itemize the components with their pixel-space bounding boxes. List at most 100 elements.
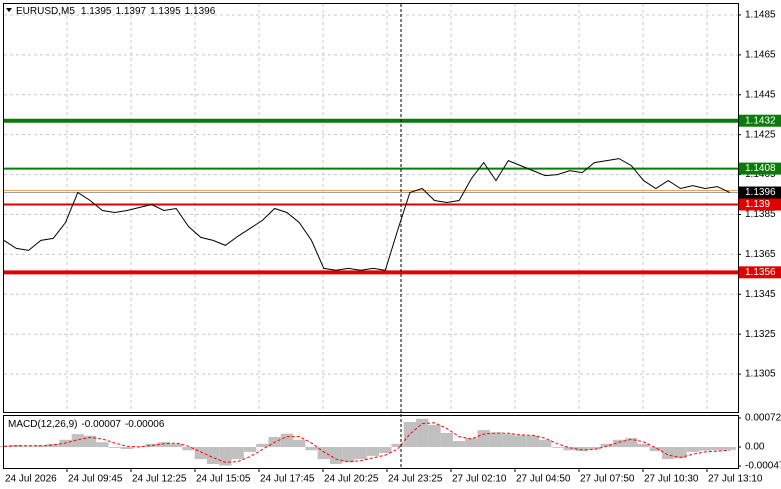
macd-bar <box>108 447 121 448</box>
macd-bar <box>575 447 589 452</box>
macd-value: -0.00007 <box>81 419 121 430</box>
ohlc-high: 1.1397 <box>116 6 147 17</box>
macd-bar <box>452 440 466 448</box>
x-tick-label: 24 Jul 09:45 <box>68 474 123 485</box>
y-tick-label: 1.1405 <box>745 169 776 180</box>
level-label: 1.1408 <box>745 163 776 174</box>
y-tick-label: 1.1385 <box>745 209 776 220</box>
macd-bar <box>243 447 257 452</box>
macd-bar <box>600 443 613 448</box>
macd-bar <box>698 447 712 451</box>
menu-triangle <box>6 8 12 12</box>
ohlc-close: 1.1396 <box>185 6 216 17</box>
macd-bar <box>47 443 60 448</box>
x-tick-label: 24 Jul 23:25 <box>388 474 443 485</box>
x-tick-label: 27 Jul 13:10 <box>708 474 763 485</box>
macd-bar <box>612 439 626 448</box>
x-tick-label: 24 Jul 20:25 <box>324 474 379 485</box>
y-tick-label: 1.1365 <box>745 249 776 260</box>
macd-bar <box>329 447 343 464</box>
macd-bar <box>145 443 158 448</box>
macd-bar <box>366 447 380 456</box>
macd-bar <box>22 446 35 448</box>
macd-bar <box>662 447 675 460</box>
macd-bar <box>526 435 540 448</box>
macd-y-tick-label: 0.00072 <box>745 413 781 424</box>
macd-bar <box>71 434 84 448</box>
macd-bar <box>219 447 232 466</box>
macd-bar <box>342 447 355 463</box>
macd-bar <box>379 447 392 454</box>
macd-bar <box>170 443 183 448</box>
x-tick-label: 27 Jul 02:10 <box>452 474 507 485</box>
x-tick-label: 24 Jul 15:05 <box>196 474 251 485</box>
x-tick-label: 27 Jul 07:50 <box>580 474 635 485</box>
macd-bar <box>477 430 490 448</box>
macd-bar <box>206 447 220 464</box>
macd-bar <box>354 447 367 460</box>
level-label-box <box>739 162 781 175</box>
ohlc-low: 1.1395 <box>150 6 181 17</box>
macd-bar <box>711 447 724 451</box>
bid-label-box <box>739 186 781 199</box>
price-line <box>3 158 730 271</box>
macd-frame <box>3 415 739 469</box>
macd-bar <box>539 439 552 448</box>
macd-bar <box>428 424 441 448</box>
macd-bar <box>649 447 663 452</box>
macd-bar <box>674 447 687 459</box>
ohlc-open: 1.1395 <box>81 6 112 17</box>
macd-bar <box>182 447 195 451</box>
macd-bar <box>588 447 601 450</box>
macd-header: MACD(12,26,9) -0.00007 -0.00006 <box>8 419 165 430</box>
macd-y-tick-label: 0.00 <box>745 442 765 453</box>
main-frame <box>3 3 739 413</box>
macd-bar <box>514 435 527 448</box>
macd-bar <box>305 447 318 451</box>
grid <box>4 4 738 412</box>
macd-bar <box>465 438 478 448</box>
macd-bar <box>625 438 638 448</box>
macd-bar <box>231 447 244 460</box>
level-label: 1.1432 <box>745 115 776 126</box>
y-tick-label: 1.1425 <box>745 129 776 140</box>
macd-bar <box>280 433 294 448</box>
macd-title: MACD(12,26,9) <box>8 419 77 430</box>
macd-bar <box>440 432 453 448</box>
x-tick-label: 27 Jul 10:30 <box>644 474 699 485</box>
x-tick-label: 24 Jul 12:25 <box>132 474 187 485</box>
y-tick-label: 1.1465 <box>745 50 776 61</box>
macd-bar <box>83 435 97 448</box>
level-label-box <box>739 114 781 127</box>
y-tick-label: 1.1445 <box>745 89 776 100</box>
macd-bar <box>391 443 404 448</box>
macd-bar <box>637 443 650 448</box>
macd-bar <box>416 418 429 448</box>
macd-bar <box>686 447 699 452</box>
macd-bar <box>551 447 564 448</box>
chart-header: EURUSD,M5 1.1395 1.1397 1.1395 1.1396 <box>16 6 216 17</box>
macd-y-tick-label: -0.00047 <box>745 461 781 472</box>
level-label-box <box>739 266 781 279</box>
macd-bar <box>293 439 306 448</box>
y-tick-label: 1.1325 <box>745 329 776 340</box>
macd-bar <box>120 447 134 450</box>
macd-signal-value: -0.00006 <box>125 419 165 430</box>
symbol: EURUSD,M5 <box>16 6 75 17</box>
y-tick-label: 1.1345 <box>745 289 776 300</box>
macd-bar <box>194 447 207 460</box>
plot <box>0 118 738 466</box>
bid-label: 1.1396 <box>745 187 776 198</box>
macd-bar <box>256 443 269 448</box>
y-tick-label: 1.1305 <box>745 369 776 380</box>
macd-bar <box>723 447 736 450</box>
macd-bar <box>489 432 503 448</box>
macd-bar <box>502 434 515 448</box>
x-tick-label: 27 Jul 04:50 <box>516 474 571 485</box>
x-tick-label: 24 Jul 17:45 <box>260 474 315 485</box>
macd-bar <box>563 447 576 451</box>
level-label: 1.139 <box>745 199 770 210</box>
x-tick-label: 24 Jul 2026 <box>5 474 57 485</box>
